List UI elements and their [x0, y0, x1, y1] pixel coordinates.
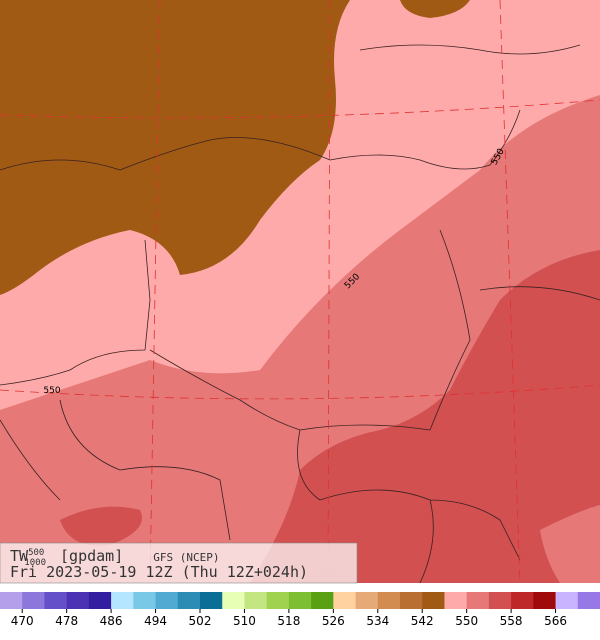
colorbar: 470 478 486 494 502 510 518 526 534 542 550 558 566 — [0, 592, 600, 628]
colorbar-label: 558 — [500, 614, 523, 628]
units: [gpdam] — [60, 547, 123, 565]
color-swatch — [133, 592, 157, 609]
colorbar-label: 502 — [189, 614, 212, 628]
color-swatch — [222, 592, 245, 609]
color-swatch — [422, 592, 445, 609]
field-542-east — [400, 0, 470, 18]
contour-label: 550 — [43, 386, 60, 396]
model: GFS (NCEP) — [153, 551, 219, 564]
title-box — [0, 542, 358, 584]
color-swatch — [44, 592, 68, 609]
colorbar-label: 510 — [233, 614, 256, 628]
colorbar-label: 494 — [144, 614, 167, 628]
color-swatch — [200, 592, 223, 609]
color-swatch — [111, 592, 134, 609]
colorbar-label: 478 — [55, 614, 78, 628]
color-swatch — [155, 592, 179, 609]
color-swatch — [88, 592, 112, 609]
field-558-se — [540, 505, 600, 583]
field-566 — [250, 250, 600, 583]
color-swatch — [488, 592, 512, 609]
colorbar-label: 518 — [277, 614, 300, 628]
field-566-west — [60, 506, 142, 546]
colorbar-label: 566 — [544, 614, 567, 628]
country-borders — [0, 44, 600, 584]
colorbar-label: 486 — [100, 614, 123, 628]
title-line: TW500 1000 [gpdam] GFS (NCEP) — [10, 547, 219, 568]
colorbar-label: 470 — [11, 614, 34, 628]
map: 550 550 550 TW500 1000 [gpdam] GFS (NCEP) F… — [0, 0, 600, 584]
variable-top: 500 — [28, 548, 44, 558]
variable: TW — [10, 547, 29, 565]
color-swatch — [511, 592, 534, 609]
colorbar-label: 550 — [455, 614, 478, 628]
color-swatch — [444, 592, 468, 609]
color-swatch — [244, 592, 268, 609]
colorbar-label: 526 — [322, 614, 345, 628]
lat-lon-grid — [0, 0, 600, 584]
color-swatch — [555, 592, 579, 609]
color-swatch — [22, 592, 45, 609]
colorbar-label: 534 — [366, 614, 389, 628]
variable-bottom: 1000 — [24, 558, 46, 568]
color-swatch — [377, 592, 401, 609]
color-swatch — [355, 592, 379, 609]
color-swatch — [577, 592, 600, 609]
color-swatch — [177, 592, 201, 609]
color-swatch — [0, 592, 23, 609]
color-swatch — [288, 592, 312, 609]
colorbar-label: 542 — [411, 614, 434, 628]
color-swatch — [466, 592, 490, 609]
color-swatch — [311, 592, 334, 609]
valid-time: Fri 2023-05-19 12Z (Thu 12Z+024h) — [10, 563, 308, 581]
color-swatch — [266, 592, 290, 609]
color-swatch — [533, 592, 557, 609]
color-swatch — [400, 592, 423, 609]
field-542 — [0, 0, 350, 295]
color-swatch — [333, 592, 357, 609]
color-swatch — [66, 592, 90, 609]
